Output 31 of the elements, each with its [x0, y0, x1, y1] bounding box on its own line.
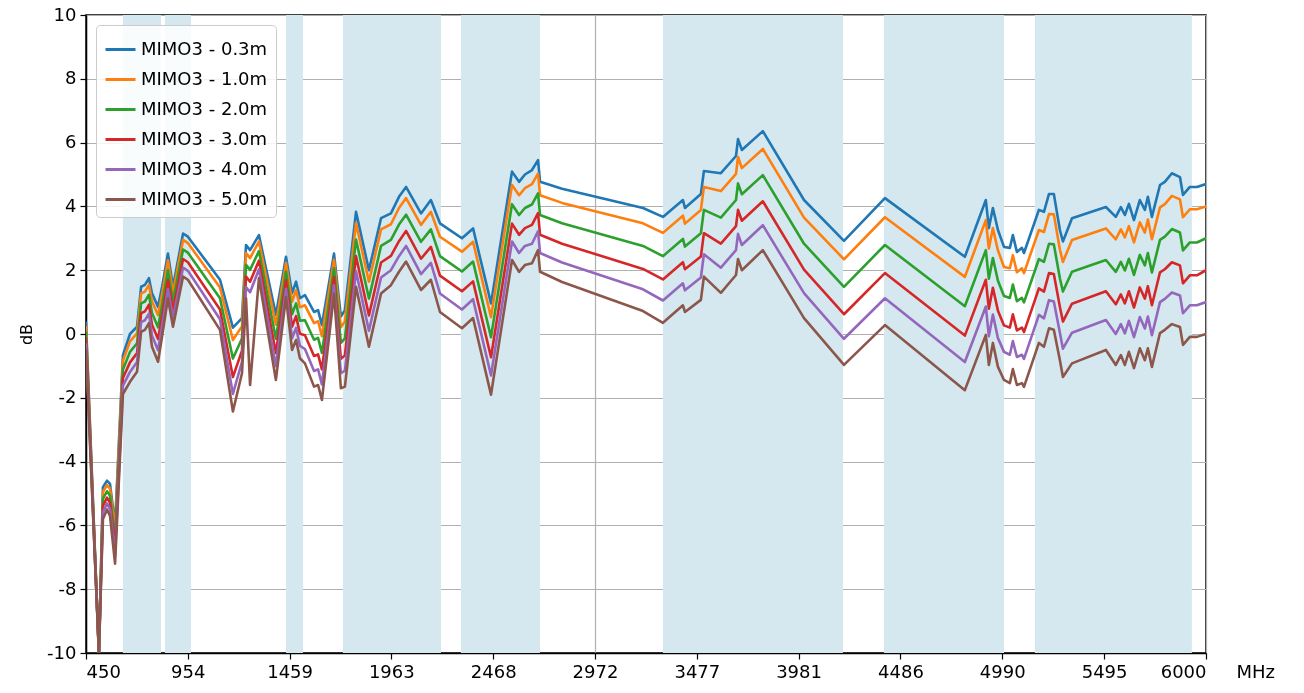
y-tick-label: 8	[65, 67, 77, 89]
y-tick-label: -6	[58, 513, 77, 535]
y-tick-label: -2	[58, 386, 77, 408]
y-tick-label: 6	[65, 131, 77, 153]
x-tick-label: 450	[86, 660, 121, 682]
x-tick-label: 2972	[572, 660, 619, 682]
y-axis-title: dB	[17, 323, 37, 346]
legend-label: MIMO3 - 4.0m	[141, 157, 268, 179]
y-tick-label: 2	[65, 258, 77, 280]
legend-label: MIMO3 - 0.3m	[141, 37, 268, 59]
x-tick-label: 1459	[267, 660, 314, 682]
x-tick-label: 3477	[674, 660, 721, 682]
y-tick-label: -8	[58, 577, 77, 599]
x-tick-label: 5495	[1081, 660, 1128, 682]
y-tick-label: 4	[65, 194, 77, 216]
x-tick-label: 3981	[776, 660, 822, 682]
x-tick-label: 2468	[470, 660, 517, 682]
x-tick-label: 1963	[368, 660, 415, 682]
x-tick-label: 4990	[979, 660, 1026, 682]
y-tick-label: 10	[53, 3, 77, 25]
y-tick-label: -4	[58, 450, 77, 472]
x-tick-label: 4486	[878, 660, 924, 682]
y-tick-label: -10	[47, 641, 77, 663]
x-tick-label: 6000	[1160, 660, 1207, 682]
x-axis-title: MHz	[1236, 660, 1276, 682]
legend-label: MIMO3 - 2.0m	[141, 97, 268, 119]
y-tick-label: 0	[65, 322, 77, 344]
legend-label: MIMO3 - 1.0m	[141, 67, 268, 89]
legend-label: MIMO3 - 3.0m	[141, 127, 268, 149]
legend-label: MIMO3 - 5.0m	[141, 187, 268, 209]
x-tick-label: 954	[171, 660, 206, 682]
